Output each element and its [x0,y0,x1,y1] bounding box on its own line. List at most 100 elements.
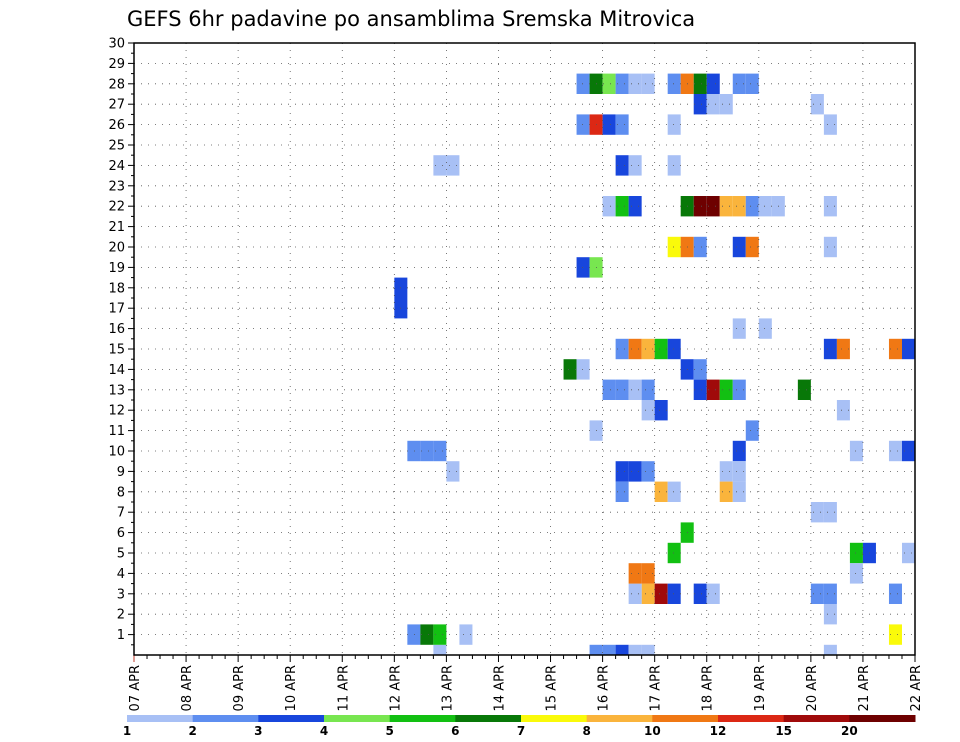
y-tick-label: 8 [117,485,125,500]
heatmap-cell [641,644,655,655]
heatmap-cell [667,583,681,604]
data-cells [394,73,915,655]
heatmap-cell [615,481,629,502]
colorbar-label: 6 [451,724,459,738]
heatmap-cell [654,583,668,604]
heatmap-cell [420,440,434,462]
y-tick-label: 25 [108,139,125,154]
heatmap-cell [693,583,707,604]
heatmap-cell [641,563,655,584]
heatmap-cell [901,338,915,360]
heatmap-cell [732,440,746,462]
heatmap-cell [654,400,668,421]
y-tick-label: 26 [108,118,125,133]
heatmap-cell [823,604,837,625]
heatmap-cell [667,236,681,258]
x-tick-label: 12 APR [388,665,403,711]
x-tick-label: 07 APR [128,665,143,711]
y-tick-label: 11 [108,424,125,439]
heatmap-cell [628,155,642,176]
heatmap-cell [615,379,629,400]
y-tick-label: 1 [117,628,125,643]
heatmap-cell [849,542,863,564]
heatmap-cell [732,461,746,482]
heatmap-cell [706,94,720,115]
heatmap-cell [693,359,707,380]
x-tick-label: 15 APR [545,665,560,711]
heatmap-cell [615,196,629,217]
heatmap-cell [823,338,837,360]
heatmap-cell [667,155,681,176]
y-tick-label: 4 [117,567,125,582]
heatmap-cell [849,563,863,584]
y-tick-label: 13 [108,383,125,398]
heatmap-cell [446,155,460,176]
heatmap-cell [810,94,824,115]
colorbar-label: 2 [188,724,196,738]
y-tick-label: 6 [117,526,125,541]
heatmap-cell [706,73,720,94]
heatmap-cell [823,196,837,217]
heatmap-cell [810,583,824,604]
heatmap-cell [641,583,655,604]
colorbar-swatch [849,715,916,722]
heatmap-cell [420,624,434,645]
y-tick-label: 3 [117,587,125,602]
y-tick-label: 28 [108,77,125,92]
heatmap-cell [797,379,811,400]
heatmap-cell [576,257,590,278]
heatmap-cell [836,400,850,421]
heatmap-cell [888,583,902,604]
colorbar-swatch [324,715,391,722]
heatmap-cell [758,318,772,339]
y-tick-label: 19 [108,261,125,276]
heatmap-cell [719,461,733,482]
y-tick-label: 22 [108,200,125,215]
colorbar-legend: 1 2 3 4 5 6 7 8 10 12 15 20 [123,715,916,738]
heatmap-cell [628,461,642,482]
heatmap-cell [641,73,655,94]
y-tick-label: 17 [108,302,125,317]
heatmap-cell [823,502,837,523]
colorbar-label: 15 [775,724,792,738]
colorbar-label: 5 [385,724,393,738]
colorbar-swatch [718,715,785,722]
heatmap-cell [433,440,447,462]
heatmap-cell [693,379,707,400]
heatmap-cell [732,196,746,217]
heatmap-cell [602,73,616,94]
heatmap-cell [823,644,837,655]
heatmap-cell [602,114,616,135]
y-tick-label: 16 [108,322,125,337]
y-tick-label: 29 [108,57,125,72]
heatmap-cell [433,644,447,655]
heatmap-cell [693,73,707,94]
y-tick-label: 20 [108,241,125,256]
heatmap-cell [667,114,681,135]
heatmap-cell [433,155,447,176]
x-tick-label: 16 APR [597,665,612,711]
heatmap-cell [602,379,616,400]
x-tick-label: 08 APR [180,665,195,711]
plot-frame [133,42,916,656]
colorbar-swatch [455,715,522,722]
heatmap-cell [732,481,746,502]
colorbar-label: 10 [644,724,661,738]
y-tick-label: 2 [117,608,125,623]
heatmap-cell [615,644,629,655]
colorbar-label: 7 [517,724,525,738]
chart-title: GEFS 6hr padavine po ansamblima Sremska … [127,7,695,31]
x-tick-label: 19 APR [753,665,768,711]
heatmap-cell [719,94,733,115]
heatmap-cell [628,73,642,94]
y-tick-label: 14 [108,363,125,378]
heatmap-cell [693,94,707,115]
heatmap-cell [602,196,616,217]
heatmap-cell [615,338,629,360]
colorbar-swatch [192,715,259,722]
heatmap-cell [667,338,681,360]
heatmap-cell [732,236,746,258]
x-tick-label: 17 APR [649,665,664,711]
heatmap-cell [888,338,902,360]
heatmap-cell [732,379,746,400]
